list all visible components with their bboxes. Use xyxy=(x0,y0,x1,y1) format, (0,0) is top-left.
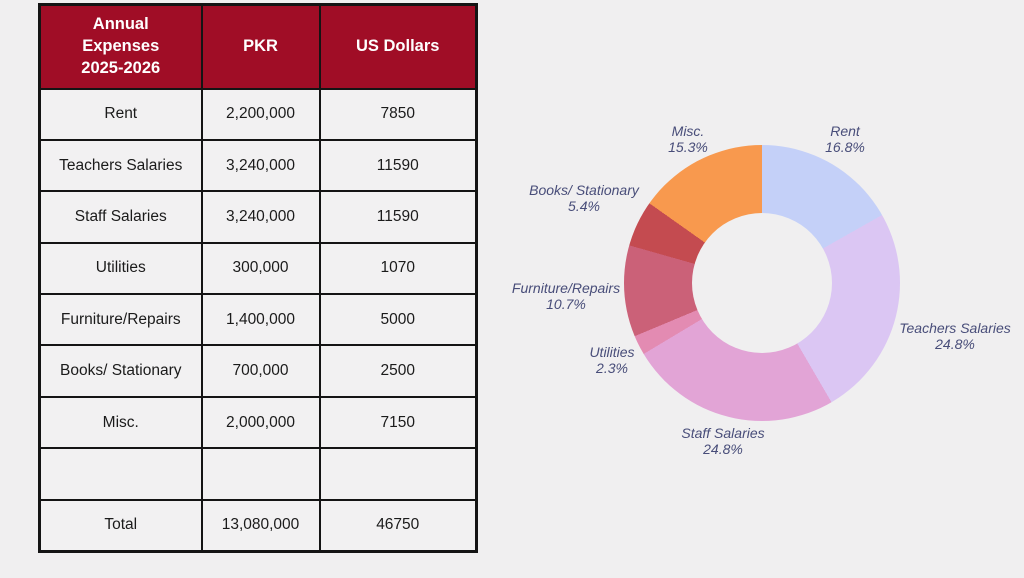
cell-label: Rent xyxy=(38,87,203,141)
cell-usd: 11590 xyxy=(318,138,478,193)
cell-pkr: 700,000 xyxy=(200,344,321,398)
cell-pkr: 13,080,000 xyxy=(200,498,321,553)
cell-usd: 2500 xyxy=(318,344,478,398)
slice-label-percent: 16.8% xyxy=(825,139,865,155)
header-cell-usd: US Dollars xyxy=(318,3,478,90)
cell-pkr xyxy=(200,447,321,501)
slice-label-percent: 24.8% xyxy=(703,441,743,457)
table-row-staff-salaries: Staff Salaries 3,240,000 11590 xyxy=(38,190,478,244)
slice-label-books-stationary: Books/ Stationary 5.4% xyxy=(529,182,639,214)
slice-label-name: Staff Salaries xyxy=(681,425,765,441)
table-row-furniture-repairs: Furniture/Repairs 1,400,000 5000 xyxy=(38,293,478,347)
cell-label: Staff Salaries xyxy=(38,190,203,244)
table-row-total: Total 13,080,000 46750 xyxy=(38,498,478,553)
slice-label-name: Utilities xyxy=(589,344,635,360)
slice-label-percent: 15.3% xyxy=(668,139,708,155)
cell-label: Furniture/Repairs xyxy=(38,293,203,347)
slice-label-name: Rent xyxy=(830,123,860,139)
slice-label-percent: 5.4% xyxy=(568,198,600,214)
cell-usd: 5000 xyxy=(318,293,478,347)
cell-pkr: 300,000 xyxy=(200,241,321,296)
cell-label: Total xyxy=(38,498,203,553)
cell-pkr: 3,240,000 xyxy=(200,138,321,193)
slice-label-misc: Misc. 15.3% xyxy=(668,123,708,155)
slice-label-staff-salaries: Staff Salaries 24.8% xyxy=(681,425,764,457)
slice-label-name: Teachers Salaries xyxy=(899,320,1011,336)
cell-usd: 7150 xyxy=(318,395,478,450)
cell-usd: 1070 xyxy=(318,241,478,296)
expense-table: Annual Expenses 2025-2026 PKR US Dollars… xyxy=(38,3,478,553)
cell-label: Books/ Stationary xyxy=(38,344,203,398)
cell-label: Utilities xyxy=(38,241,203,296)
slice-label-name: Misc. xyxy=(671,123,705,139)
slice-label-percent: 2.3% xyxy=(596,360,628,376)
slice-label-furniture-repairs: Furniture/Repairs 10.7% xyxy=(512,280,620,312)
slice-label-utilities: Utilities 2.3% xyxy=(589,344,634,376)
header-cell-expenses-label: Annual Expenses 2025-2026 xyxy=(81,15,161,77)
cell-pkr: 1,400,000 xyxy=(200,293,321,347)
cell-usd: 46750 xyxy=(318,498,478,553)
slice-label-name: Furniture/Repairs xyxy=(511,280,621,296)
cell-label xyxy=(38,447,203,501)
donut-hole xyxy=(692,213,832,353)
cell-usd xyxy=(318,447,478,501)
slice-label-name: Books/ Stationary xyxy=(529,182,639,198)
cell-label: Teachers Salaries xyxy=(38,138,203,193)
cell-label: Misc. xyxy=(38,395,203,450)
table-row-utilities: Utilities 300,000 1070 xyxy=(38,241,478,296)
header-cell-pkr: PKR xyxy=(200,3,321,90)
header-cell-expenses: Annual Expenses 2025-2026 xyxy=(38,3,203,90)
table-row-teachers-salaries: Teachers Salaries 3,240,000 11590 xyxy=(38,138,478,193)
cell-usd: 11590 xyxy=(318,190,478,244)
cell-pkr: 3,240,000 xyxy=(200,190,321,244)
cell-pkr: 2,000,000 xyxy=(200,395,321,450)
cell-pkr: 2,200,000 xyxy=(200,87,321,141)
table-row-misc: Misc. 2,000,000 7150 xyxy=(38,395,478,450)
table-row-empty xyxy=(38,447,478,501)
donut-chart xyxy=(624,145,900,421)
table-row-books-stationary: Books/ Stationary 700,000 2500 xyxy=(38,344,478,398)
table-header-row: Annual Expenses 2025-2026 PKR US Dollars xyxy=(38,3,478,90)
cell-usd: 7850 xyxy=(318,87,478,141)
slice-label-percent: 24.8% xyxy=(935,336,975,352)
slice-label-percent: 10.7% xyxy=(546,296,586,312)
slice-label-teachers-salaries: Teachers Salaries 24.8% xyxy=(899,320,1011,352)
slice-label-rent: Rent 16.8% xyxy=(825,123,865,155)
table-row-rent: Rent 2,200,000 7850 xyxy=(38,87,478,141)
